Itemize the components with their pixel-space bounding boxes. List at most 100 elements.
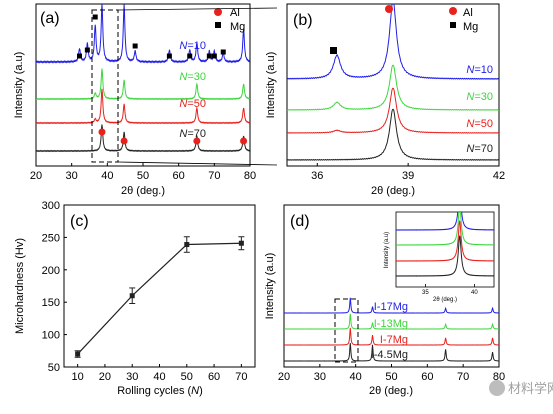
data-point <box>184 242 190 248</box>
mg-peak-marker <box>220 49 226 55</box>
panel-c-frame <box>63 204 256 368</box>
legend-b-al-label: Al <box>463 7 473 19</box>
legend-mg-marker <box>215 22 221 28</box>
data-point <box>75 351 81 357</box>
panel-c-y-tick-label: 50 <box>48 362 60 374</box>
inset-spectrum-line <box>396 212 494 231</box>
panel-a-spectrum-line <box>36 124 250 153</box>
panel-d-spectrum-line <box>284 313 499 330</box>
panel-c-x-tick-label: 10 <box>72 371 84 383</box>
panel-c: (c) Microhardness (Hv) Rolling cycles (N… <box>14 200 256 397</box>
panel-b-series-label: N=70 <box>466 143 493 155</box>
panel-b-series-label: N=10 <box>466 64 493 76</box>
legend-b-mg-label: Mg <box>463 21 478 33</box>
panel-b-frame <box>286 3 500 167</box>
watermark: 材料学网 <box>489 380 553 396</box>
panel-a-ylabel: Intensity (a.u) <box>13 52 25 119</box>
panel-b-x-ticks: 36 39 42 <box>311 163 505 182</box>
panel-b-series-labels: N=10 N=30 N=50 N=70 <box>466 64 493 155</box>
panel-a-x-tick-label: 50 <box>137 170 149 182</box>
panel-d-x-tick-label: 40 <box>350 371 362 383</box>
legend-al-label: Al <box>230 7 240 19</box>
panel-d-series-label: I-13Mg <box>374 318 408 330</box>
zoom-region-box <box>91 9 119 163</box>
panel-d-zoom-box <box>334 298 359 363</box>
inset-spectrum-line <box>396 212 494 246</box>
panel-b-spectrum-line <box>287 4 499 80</box>
panel-c-ylabel: Microhardness (Hv) <box>14 238 26 334</box>
panel-a-x-tick-label: 30 <box>66 170 78 182</box>
panel-c-x-tick-label: 20 <box>99 371 111 383</box>
panel-c-xlabel: Rolling cycles (N) <box>117 385 203 397</box>
inset-spectrum-line <box>396 220 494 262</box>
panel-d-spectrum-line <box>284 327 499 346</box>
watermark-logo <box>489 380 505 396</box>
panel-d-x-ticks: 20 30 40 50 60 70 80 <box>278 364 505 383</box>
panel-d: (d) Intensity (a.u) 2θ (deg.) 20 30 40 50 60… <box>264 204 505 397</box>
panel-c-y-tick-label: 150 <box>42 297 60 309</box>
mg-peak-marker <box>187 53 193 59</box>
panel-a-phase-markers <box>77 14 248 145</box>
mg-peak-marker <box>84 47 90 53</box>
panel-d-spectrum-line <box>284 297 499 314</box>
panel-a-spectrum-line <box>36 68 250 101</box>
panel-a-spectrum-line <box>36 4 250 64</box>
legend-b-mg-marker <box>450 22 456 28</box>
panel-a-series-labels: N=10 N=30 N=50 N=70 <box>179 40 206 140</box>
panel-a-frame <box>35 3 251 167</box>
panel-b-spectrum-line <box>287 64 499 111</box>
panel-c-plot <box>74 236 245 358</box>
inset-ylabel: Intensity (a.u) <box>384 232 390 268</box>
panel-a-x-ticks: 20 30 40 50 60 70 80 <box>30 163 256 182</box>
panel-b-label: (b) <box>293 12 313 29</box>
legend-al-marker <box>214 8 222 16</box>
panel-a: (a) Intensity (a.u) 2θ (deg.) 20 30 40 50 60… <box>13 3 278 197</box>
watermark-text: 材料学网 <box>508 381 553 396</box>
panel-a-series-label: N=10 <box>179 40 206 52</box>
panel-d-x-tick-label: 70 <box>457 371 469 383</box>
panel-b: (b) Intensity (a.u) 2θ (deg.) 36 39 42 N=1… <box>265 3 505 197</box>
panel-a-series-label: N=70 <box>179 128 206 140</box>
inset-xlabel: 2θ (deg.) <box>433 297 457 303</box>
panel-b-spectra <box>287 4 499 161</box>
data-point <box>129 293 135 299</box>
panel-a-spectrum-line <box>36 88 250 125</box>
panel-b-x-tick-label: 36 <box>311 170 323 182</box>
mg-peak-marker <box>92 14 98 20</box>
panel-d-ylabel: Intensity (a.u) <box>264 253 276 320</box>
panel-b-x-tick-label: 42 <box>493 170 505 182</box>
panel-d-spectra <box>284 297 499 362</box>
mg-peak-marker <box>77 53 83 59</box>
zoom-connector-top <box>117 7 278 11</box>
panel-d-x-tick-label: 20 <box>278 371 290 383</box>
panel-d-series-label: I-4.5Mg <box>371 349 408 361</box>
panel-b-spectrum-line <box>287 87 499 134</box>
panel-d-series-label: I-7Mg <box>380 334 408 346</box>
legend-b-al-marker <box>449 7 457 15</box>
inset-frame <box>395 211 495 288</box>
panel-d-xlabel: 2θ (deg.) <box>369 385 413 397</box>
panel-a-x-tick-label: 60 <box>173 170 185 182</box>
panel-c-x-tick-label: 30 <box>126 371 138 383</box>
inset-spectra <box>396 212 494 277</box>
panel-a-series-label: N=50 <box>179 98 206 110</box>
mg-peak-marker <box>206 53 212 59</box>
panel-a-x-tick-label: 70 <box>208 170 220 182</box>
panel-b-xlabel: 2θ (deg.) <box>371 185 415 197</box>
panel-d-series-labels: I-17Mg I-13Mg I-7Mg I-4.5Mg <box>371 301 408 361</box>
panel-c-x-tick-label: 40 <box>153 371 165 383</box>
panel-c-y-tick-label: 250 <box>42 232 60 244</box>
panel-b-ylabel: Intensity (a.u) <box>265 52 277 119</box>
data-point <box>238 240 244 246</box>
panel-d-x-tick-label: 80 <box>493 371 505 383</box>
inset-x-ticks: 35 40 <box>422 284 478 296</box>
al-peak-marker <box>193 137 201 145</box>
panel-a-series-label: N=30 <box>179 71 206 83</box>
mg-peak-marker <box>132 43 138 49</box>
panel-c-y-tick-label: 100 <box>42 330 60 342</box>
panel-b-mg-peak-marker <box>330 47 337 54</box>
panel-b-x-tick-label: 39 <box>402 170 414 182</box>
legend-mg-label: Mg <box>230 21 245 33</box>
al-peak-marker <box>240 137 248 145</box>
panel-d-series-label: I-17Mg <box>374 301 408 313</box>
